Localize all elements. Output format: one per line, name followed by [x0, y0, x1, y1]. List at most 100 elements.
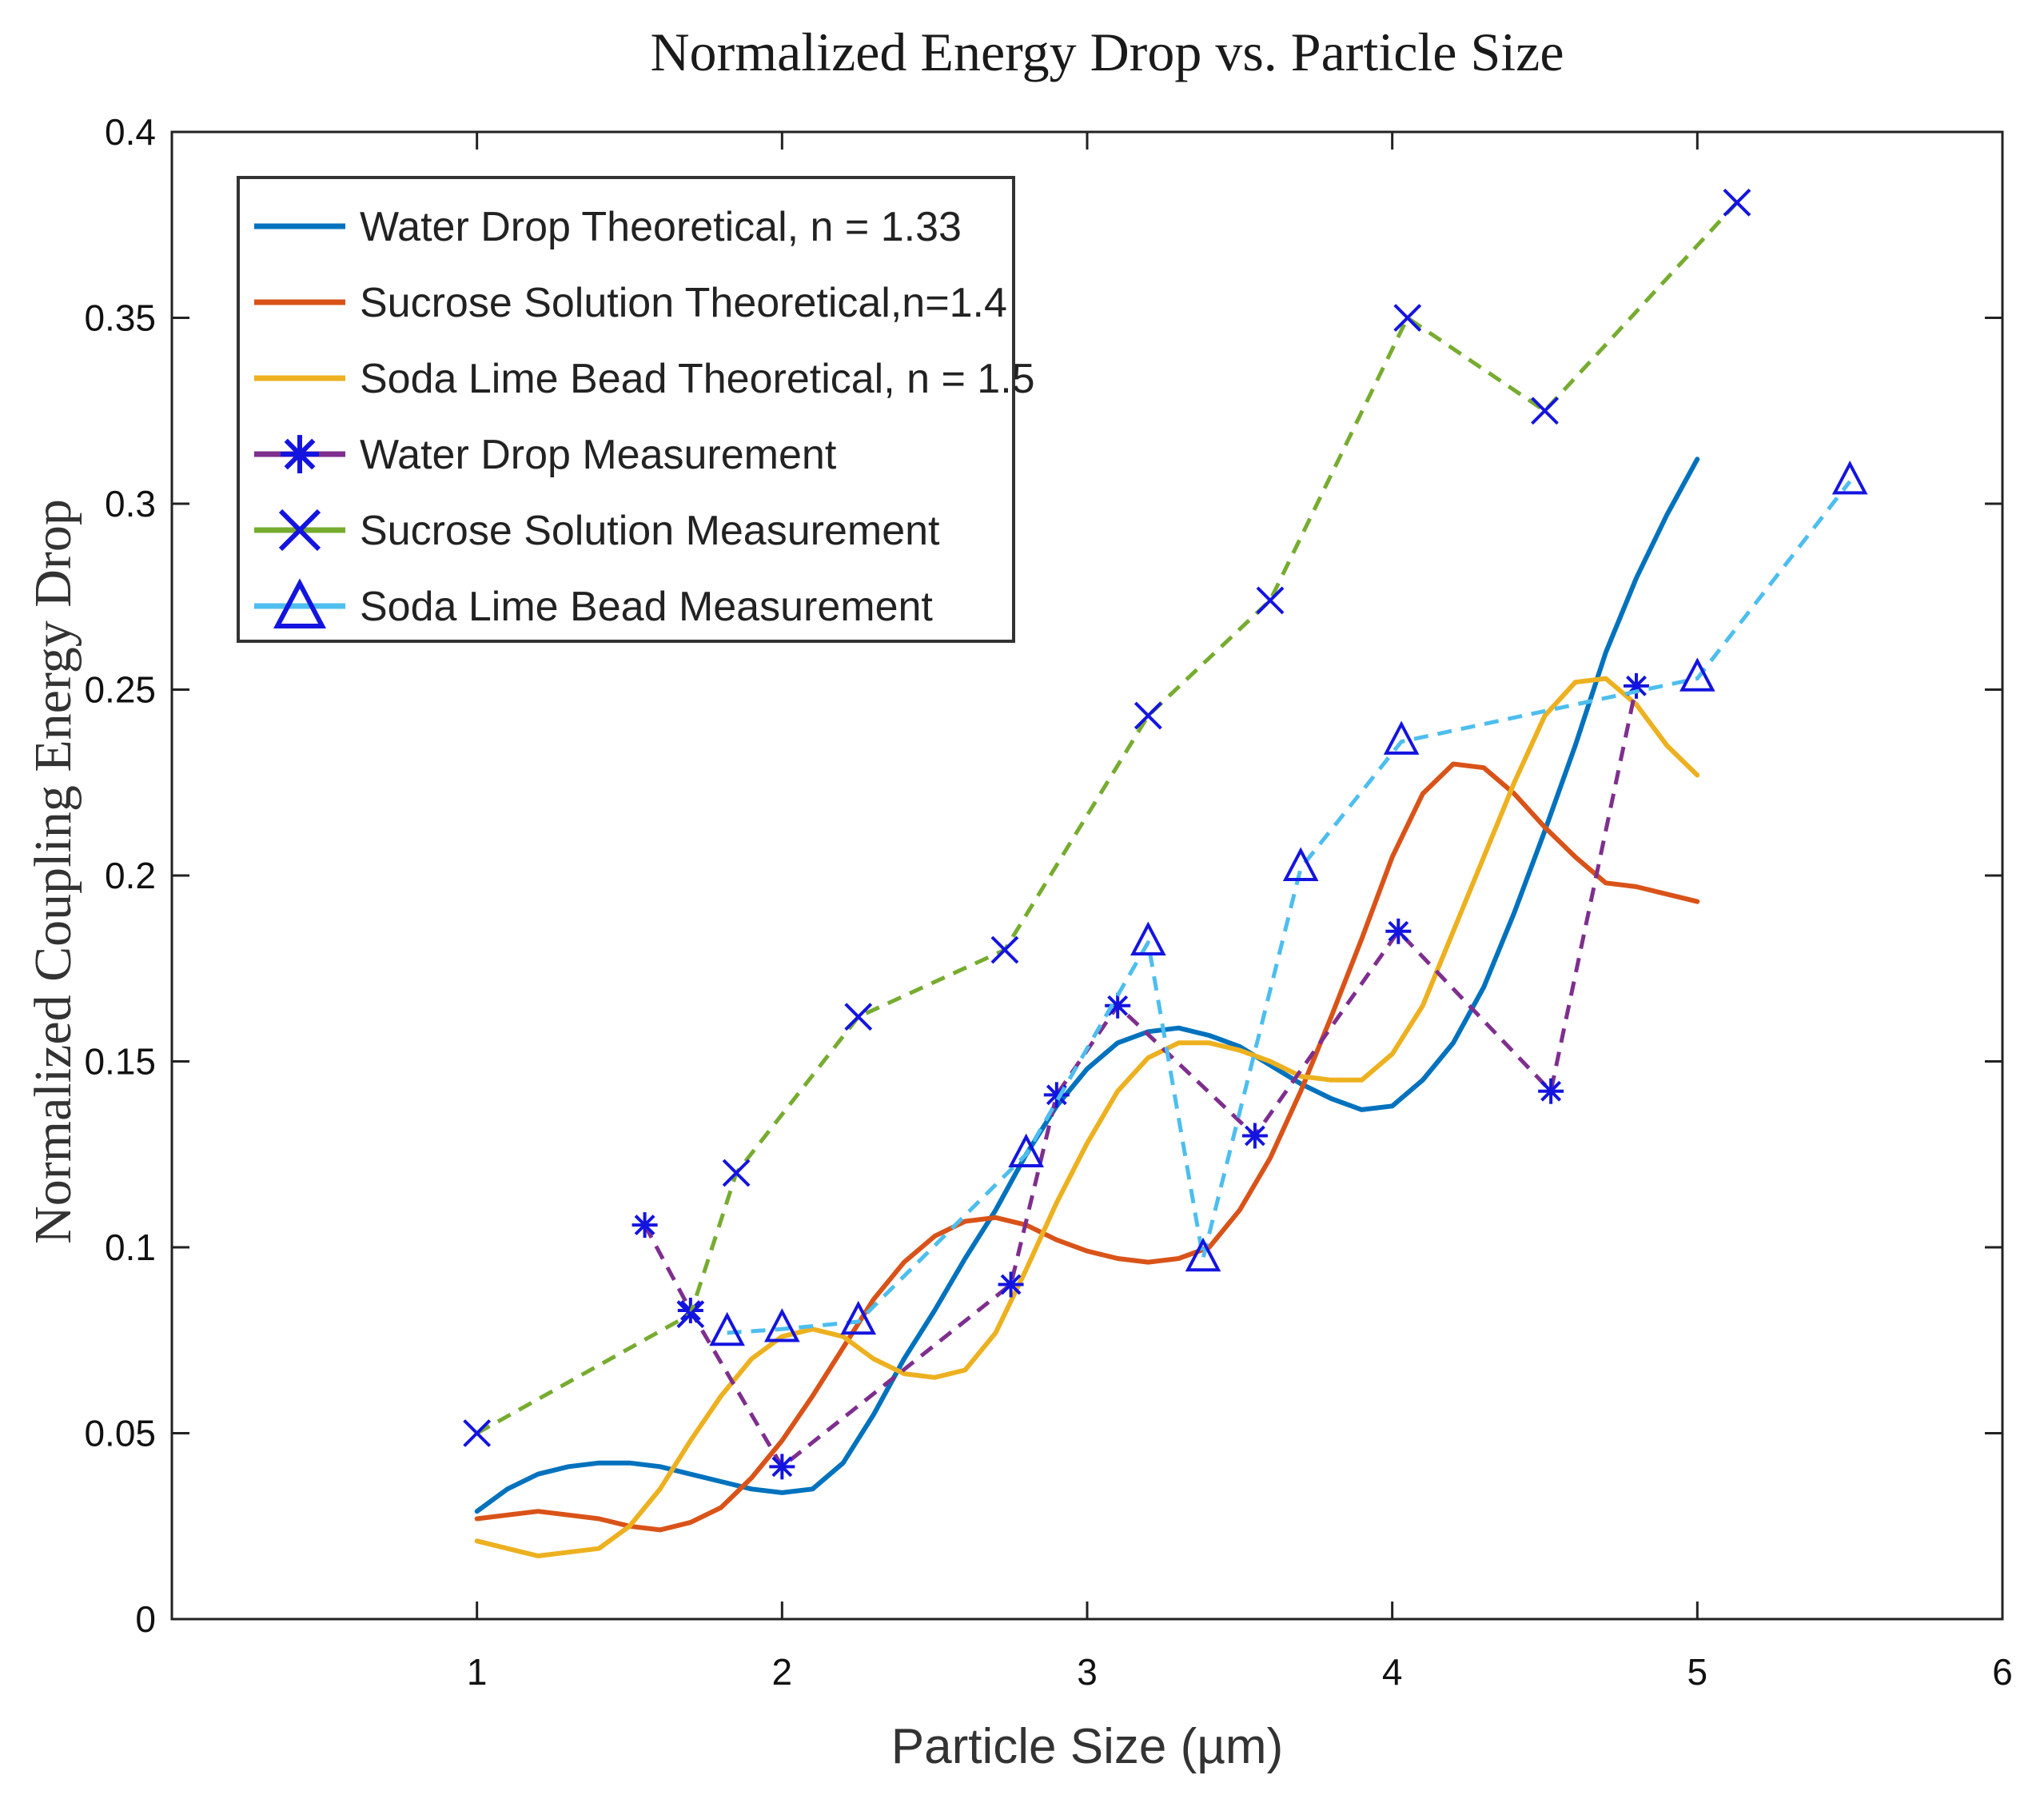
data-point: [1130, 921, 1166, 955]
triangle-marker: [273, 578, 326, 628]
x-tick-label: 1: [467, 1651, 488, 1693]
triangle-marker: [1679, 657, 1715, 692]
legend-label: Soda Lime Bead Measurement: [360, 584, 933, 630]
x-stroke: [1723, 188, 1751, 217]
x-stroke: [722, 1159, 751, 1187]
x-tick-label: 6: [1992, 1651, 2013, 1693]
legend-label: Soda Lime Bead Theoretical, n = 1.5: [360, 356, 1035, 402]
legend-label: Water Drop Theoretical, n = 1.33: [360, 204, 962, 250]
theoretical-line: [474, 676, 1700, 1558]
data-point: [1383, 720, 1420, 755]
data-point: [990, 935, 1019, 964]
data-point: [676, 1300, 705, 1329]
data-point: [1385, 918, 1412, 944]
data-point: [722, 1159, 751, 1187]
x-tick-label: 3: [1077, 1651, 1098, 1693]
asterisk-stroke: [1388, 920, 1409, 942]
y-tick-label: 0.1: [105, 1227, 156, 1268]
y-tick-label: 0.15: [84, 1041, 156, 1083]
theoretical-line: [474, 457, 1700, 1514]
y-tick-label: 0.35: [84, 297, 156, 339]
legend-label: Water Drop Measurement: [360, 432, 837, 478]
y-tick-label: 0.25: [84, 669, 156, 711]
legend: Water Drop Theoretical, n = 1.33 Sucrose …: [237, 176, 1035, 643]
y-tick-label: 0: [135, 1598, 156, 1640]
asterisk-stroke: [634, 1215, 655, 1236]
plot-area: [463, 188, 1868, 1558]
data-point: [998, 1271, 1024, 1298]
y-tick-label: 0.2: [105, 855, 156, 896]
asterisk-stroke: [1540, 1080, 1562, 1102]
x-stroke: [1393, 304, 1422, 332]
x-stroke: [1531, 397, 1559, 425]
x-stroke: [278, 509, 321, 552]
asterisk-stroke: [1244, 1125, 1265, 1147]
triangle-marker: [1185, 1237, 1221, 1272]
x-stroke: [990, 935, 1019, 964]
asterisk-stroke: [1000, 1274, 1022, 1295]
asterisk-stroke: [1107, 995, 1129, 1016]
data-point: [1185, 1237, 1221, 1272]
measurement-line: [727, 480, 1852, 1335]
series-1: [474, 457, 1700, 1514]
data-point: [709, 1311, 745, 1346]
legend-label: Sucrose Solution Theoretical,n=1.4: [360, 280, 1007, 326]
measurement-line: [476, 201, 1739, 1435]
triangle-marker: [764, 1308, 800, 1342]
series-2: [474, 761, 1700, 1533]
data-point: [1282, 847, 1319, 881]
chart-title: Normalized Energy Drop vs. Particle Size: [650, 22, 1564, 82]
data-point: [278, 509, 321, 552]
triangle-marker: [709, 1311, 745, 1346]
data-point: [1723, 188, 1751, 217]
data-point: [273, 578, 326, 628]
x-stroke: [1134, 701, 1162, 730]
triangle-marker: [1008, 1133, 1044, 1167]
axes: 1 2 3 4 5 6 0 0.05 0.1 0.15 0.2 0.25 0.3 0.35 0.4: [84, 111, 2012, 1693]
data-point: [1241, 1123, 1268, 1149]
data-point: [1538, 1078, 1564, 1104]
data-point: [1134, 701, 1162, 730]
x-stroke: [676, 1300, 705, 1329]
data-point: [844, 1003, 873, 1031]
data-point: [764, 1308, 800, 1342]
y-tick-label: 0.4: [105, 111, 156, 153]
asterisk-stroke: [771, 1456, 793, 1478]
triangle-marker: [1383, 720, 1420, 755]
x-tick-label: 2: [772, 1651, 793, 1693]
triangle-marker: [1282, 847, 1319, 881]
x-tick-label: 5: [1687, 1651, 1708, 1693]
x-tick-label: 4: [1382, 1651, 1403, 1693]
data-point: [463, 1419, 492, 1447]
data-point: [1624, 672, 1649, 699]
data-point: [769, 1454, 795, 1480]
series-5: [463, 188, 1751, 1447]
data-point: [840, 1300, 877, 1335]
data-point: [281, 435, 319, 473]
legend-box: [237, 176, 1015, 643]
data-point: [1256, 586, 1285, 615]
data-point: [1105, 992, 1131, 1019]
triangle-marker: [1831, 460, 1868, 495]
data-point: [1831, 460, 1868, 495]
data-point: [632, 1212, 658, 1239]
asterisk-stroke: [284, 438, 316, 470]
legend-label: Sucrose Solution Measurement: [360, 508, 940, 554]
y-axis-label: Normalized Coupling Energy Drop: [24, 499, 82, 1244]
x-axis-label: Particle Size (µm): [891, 1719, 1283, 1774]
y-tick-label: 0.05: [84, 1413, 156, 1454]
data-point: [1008, 1133, 1044, 1167]
data-point: [1531, 397, 1559, 425]
data-point: [1043, 1082, 1070, 1108]
series-6: [709, 460, 1868, 1346]
x-stroke: [844, 1003, 873, 1031]
triangle-marker: [840, 1300, 877, 1335]
theoretical-line: [474, 761, 1700, 1533]
x-stroke: [1256, 586, 1285, 615]
x-stroke: [463, 1419, 492, 1447]
data-point: [1393, 304, 1422, 332]
triangle-marker: [1130, 921, 1166, 955]
y-tick-label: 0.3: [105, 483, 156, 525]
data-point: [1679, 657, 1715, 692]
